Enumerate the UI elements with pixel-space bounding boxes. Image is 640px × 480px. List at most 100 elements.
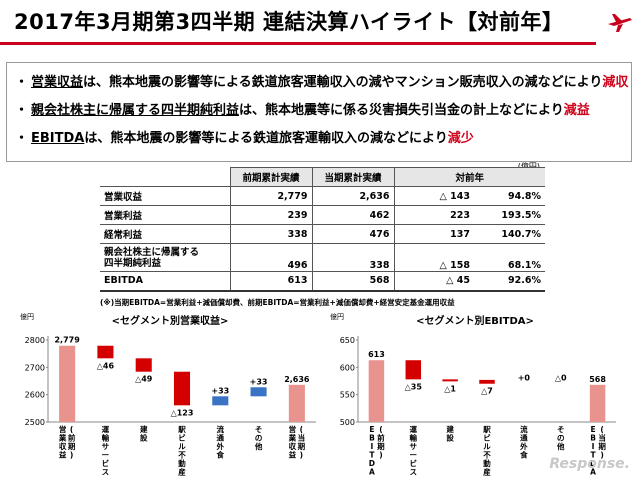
category-label-char: 建 (445, 424, 454, 434)
bar-value-label: △46 (97, 361, 115, 370)
bullet-text: は、熊本地震等に係る災害損失引当金の計上などにより (239, 103, 564, 118)
row-label: 経常利益 (100, 224, 230, 244)
category-label-char: 産 (178, 467, 186, 477)
category-label-char: 動 (483, 458, 491, 468)
bullet-dot: ・ (15, 103, 29, 118)
chart-unit: 億円 (330, 313, 344, 321)
category-label-char: ビ (410, 458, 418, 468)
category-label-char: サ (410, 442, 418, 451)
category-label-char: D (590, 459, 596, 468)
row-label: 営業収益 (100, 186, 230, 206)
y-tick-label: 650 (340, 336, 355, 345)
row-label-line2: 四半期純利益 (104, 257, 162, 269)
category-label-char: 通 (520, 433, 528, 443)
bar-value-label: △35 (405, 382, 423, 391)
segment-revenue-chart: <セグメント別営業収益> 億円 2500 2600 2700 2800 2,779 営業収… (20, 312, 320, 480)
bar-value-label: +33 (211, 386, 229, 395)
chart-title: <セグメント別営業収益> (111, 316, 229, 327)
row-pct: 94.8% (474, 186, 545, 206)
row-pct: 68.1% (474, 243, 545, 272)
bar (250, 387, 267, 397)
table-header-empty (100, 167, 230, 187)
category-label-char: B (369, 434, 375, 443)
category-label-char: の (255, 434, 262, 443)
row-label: 親会社株主に帰属する 四半期純利益 (100, 243, 230, 272)
category-label-char: ) (70, 451, 73, 460)
y-tick-label: 550 (340, 391, 355, 400)
bar (589, 384, 606, 422)
table-header-curr: 当期累計実績 (311, 167, 394, 187)
title-rule (0, 42, 596, 45)
category-label-char: 収 (289, 441, 297, 451)
category-label-char: 当 (598, 433, 606, 443)
category-label-char: そ (255, 425, 262, 434)
y-tick-label: 2800 (25, 336, 45, 345)
bar (405, 360, 422, 380)
category-label-char: 設 (140, 433, 148, 443)
category-label-char: 不 (178, 451, 186, 460)
category-label-char: ス (102, 468, 110, 477)
category-label-char: 営 (289, 424, 297, 434)
category-label-char: ー (410, 451, 418, 460)
bullet-dot: ・ (15, 131, 29, 146)
chart-unit: 億円 (20, 313, 34, 321)
category-label-char: 前 (377, 433, 385, 443)
category-label-char: ) (600, 451, 603, 460)
bullet-subject: 営業収益 (31, 75, 84, 90)
airplane-logo-icon (608, 14, 632, 32)
bar (135, 358, 152, 372)
bullet-subject: EBITDA (31, 131, 85, 146)
highlights-box: ・営業収益は、熊本地震の影響等による鉄道旅客運輸収入の減やマンション販売収入の減… (6, 62, 632, 162)
category-label-char: ス (410, 468, 418, 477)
category-label-char: T (591, 451, 597, 460)
category-label-char: 流 (520, 424, 528, 434)
table-row: 営業利益 239 462 223 193.5% (100, 205, 545, 225)
table-header-prev: 前期累計実績 (229, 167, 312, 187)
bar-value-label: △1 (444, 384, 456, 393)
table-header-row: 前期累計実績 当期累計実績 対前年 (100, 167, 545, 187)
category-label-char: の (557, 434, 565, 443)
category-label-char: 動 (178, 458, 186, 468)
bar-value-label: +0 (518, 374, 531, 383)
category-label-char: 期 (377, 441, 385, 451)
bullet-text: は、熊本地震の影響等による鉄道旅客運輸収入の減などにより (84, 131, 448, 146)
category-label-char: 通 (217, 433, 225, 443)
category-label-char: ) (300, 451, 303, 460)
category-label-char: 外 (520, 441, 528, 451)
row-curr: 462 (311, 205, 394, 225)
bullet-text: は、熊本地震の影響等による鉄道旅客運輸収入の減やマンション販売収入の減などにより (83, 75, 603, 90)
category-label-char: 営 (59, 424, 67, 434)
bar (97, 345, 114, 359)
row-prev: 2,779 (229, 186, 312, 206)
category-label-char: E (369, 425, 374, 434)
bullet-ebitda: ・ EBITDAは、熊本地震の影響等による鉄道旅客運輸収入の減などにより減少 (15, 125, 623, 153)
row-label: 営業利益 (100, 205, 230, 225)
category-label-char: ) (379, 451, 382, 460)
category-label-char: 益 (289, 450, 297, 460)
category-label-char: 外 (217, 441, 225, 451)
row-curr: 568 (311, 271, 394, 292)
category-label-char: I (592, 442, 595, 451)
segment-ebitda-chart: <セグメント別EBITDA> 億円 500 550 600 650 613 E B I T D A(… (330, 312, 620, 480)
row-diff: △ 158 (393, 243, 474, 272)
category-label-char: 運 (410, 424, 418, 434)
y-tick-label: 500 (340, 418, 355, 427)
row-curr: 476 (311, 224, 394, 244)
category-label-char: 駅 (482, 425, 491, 434)
row-pct: 193.5% (474, 205, 545, 225)
segment-ebitda-svg: 500550600650613EBITDA(前期)△35運輸サービス△1建設△7… (340, 336, 616, 477)
row-prev: 496 (229, 243, 312, 272)
category-label-char: 不 (483, 451, 491, 460)
bullet-dot: ・ (15, 75, 29, 90)
category-label-char: 産 (483, 467, 491, 477)
category-label-char: 他 (254, 441, 263, 451)
bar (442, 379, 458, 382)
bullet-result: 減益 (563, 103, 590, 118)
category-label-char: ビ (178, 433, 186, 443)
category-label-char: ー (102, 451, 110, 460)
bar (212, 396, 229, 406)
category-label-char: 期 (298, 441, 306, 451)
bar (479, 379, 495, 384)
category-label-char: A (369, 468, 375, 477)
category-label-char: ビ (483, 433, 491, 443)
